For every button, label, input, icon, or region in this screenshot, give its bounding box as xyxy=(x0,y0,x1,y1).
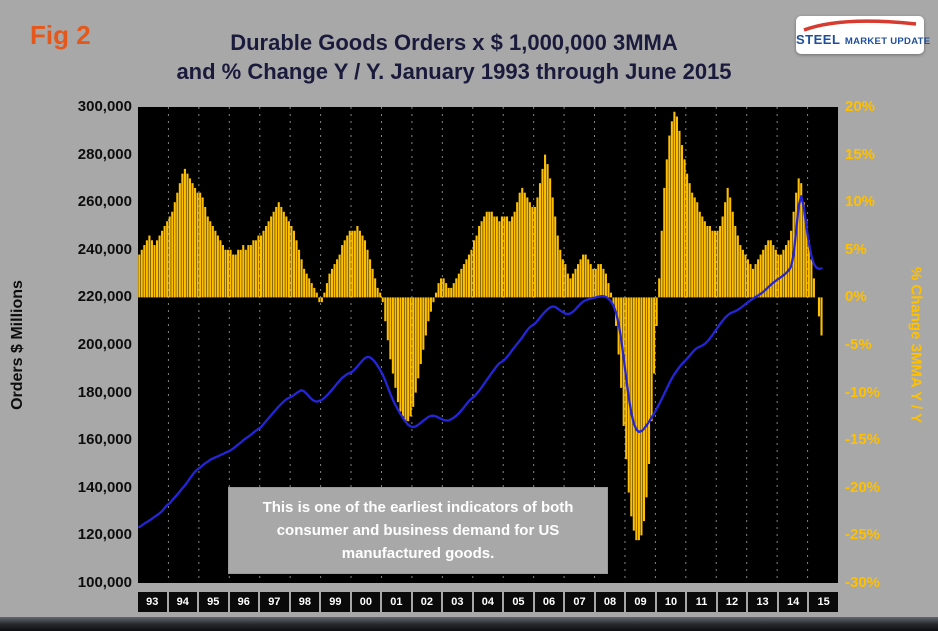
x-axis-year-label: 08 xyxy=(595,592,625,612)
x-axis-year-label: 04 xyxy=(473,592,503,612)
x-axis-year-label: 12 xyxy=(717,592,747,612)
left-axis-tick: 160,000 xyxy=(77,431,132,449)
x-axis-year-label: 03 xyxy=(443,592,472,612)
right-axis-tick: -5% xyxy=(845,336,872,353)
right-axis-tick: -25% xyxy=(845,526,881,544)
x-axis-year-label: 05 xyxy=(504,592,533,612)
chart-title-line1: Durable Goods Orders x $ 1,000,000 3MMA xyxy=(230,30,678,55)
logo-text: STEEL MARKET UPDATE xyxy=(796,31,930,49)
annotation-box: This is one of the earliest indicators o… xyxy=(228,487,608,574)
logo-text-steel: STEEL xyxy=(796,32,841,47)
left-axis-tick: 240,000 xyxy=(77,240,132,258)
right-axis-title: % Change 3MMA Y / Y xyxy=(907,266,925,424)
x-axis-year-label: 93 xyxy=(138,592,167,612)
left-axis-ticks: 300,000 280,000 260,000 240,000 220,000 200,0… xyxy=(50,98,132,591)
x-axis-year-label: 00 xyxy=(351,592,381,612)
x-axis-year-label: 11 xyxy=(687,592,716,612)
x-axis-year-label: 96 xyxy=(229,592,259,612)
left-axis-tick: 200,000 xyxy=(77,336,132,353)
right-axis-tick: 20% xyxy=(845,98,876,115)
x-axis-year-row: 93 94 95 96 97 98 99 00 01 02 03 04 05 06 07 08 09 10 11 12… xyxy=(138,592,838,612)
right-axis-tick: -15% xyxy=(845,431,881,449)
left-axis-tick: 140,000 xyxy=(77,478,132,496)
left-axis-tick: 180,000 xyxy=(77,383,132,401)
left-axis-tick: 300,000 xyxy=(77,98,132,115)
left-axis-tick: 280,000 xyxy=(77,145,132,163)
right-axis-tick: 0% xyxy=(845,288,867,306)
left-axis-tick: 120,000 xyxy=(77,526,132,544)
x-axis-year-label: 95 xyxy=(199,592,228,612)
x-axis-year-label: 01 xyxy=(382,592,411,612)
left-axis-tick: 260,000 xyxy=(77,193,132,211)
right-axis-tick: 15% xyxy=(845,145,876,163)
x-axis-year-label: 10 xyxy=(656,592,686,612)
x-axis-year-label: 02 xyxy=(412,592,442,612)
x-axis-year-label: 15 xyxy=(809,592,838,612)
right-axis-tick: -20% xyxy=(845,478,881,496)
x-axis-year-label: 98 xyxy=(290,592,320,612)
right-axis-tick: -10% xyxy=(845,383,881,401)
chart-title-line2: and % Change Y / Y. January 1993 through… xyxy=(176,59,732,84)
right-axis-tick: -30% xyxy=(845,574,881,591)
bottom-edge-strip xyxy=(0,617,938,631)
annotation-line2: consumer and business demand for US xyxy=(276,522,560,539)
year-gridlines xyxy=(167,107,809,583)
annotation-line1: This is one of the earliest indicators o… xyxy=(262,499,574,516)
x-axis-year-label: 09 xyxy=(626,592,655,612)
logo-swoosh-icon xyxy=(803,19,917,32)
left-axis-tick: 220,000 xyxy=(77,288,132,306)
right-axis-tick: 10% xyxy=(845,193,876,211)
steel-market-update-logo: STEEL MARKET UPDATE xyxy=(796,16,930,54)
chart-plot xyxy=(138,107,823,583)
right-axis-ticks: 20% 15% 10% 5% 0% -5% -10% -15% -20% -25% -30% xyxy=(845,98,905,591)
left-axis-tick: 100,000 xyxy=(77,574,132,591)
figure-label: Fig 2 xyxy=(30,20,91,50)
chart-title: Durable Goods Orders x $ 1,000,000 3MMA … xyxy=(100,28,808,86)
x-axis-year-label: 07 xyxy=(565,592,594,612)
annotation-line3: manufactured goods. xyxy=(341,545,495,562)
x-axis-year-label: 14 xyxy=(778,592,808,612)
x-axis-year-label: 97 xyxy=(260,592,289,612)
orders-line xyxy=(138,195,823,529)
right-axis-tick: 5% xyxy=(845,240,867,258)
x-axis-year-label: 99 xyxy=(321,592,350,612)
left-axis-title: Orders $ Millions xyxy=(9,280,26,410)
x-axis-year-label: 94 xyxy=(168,592,198,612)
x-axis-year-label: 06 xyxy=(534,592,564,612)
logo-text-rest: MARKET UPDATE xyxy=(844,36,931,47)
x-axis-year-label: 13 xyxy=(748,592,777,612)
